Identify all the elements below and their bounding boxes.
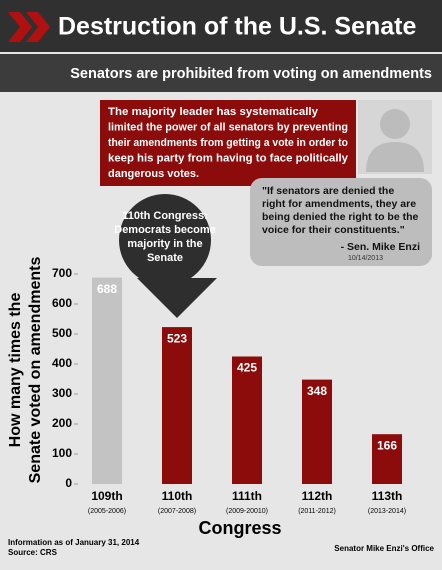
x-tick-label: 110th [162, 489, 193, 503]
y-tick-label: 300 [52, 386, 72, 400]
value-label: 425 [237, 361, 257, 375]
note: Information as of January 31, 2014 [8, 538, 140, 547]
text-box-line: The majority leader has systematically [108, 106, 319, 118]
text-box-lines: The majority leader has systematically li… [108, 106, 349, 180]
y-tick-label: 500 [52, 326, 72, 340]
bar [92, 277, 122, 484]
y-tick-label: 600 [52, 296, 72, 310]
quote-date: 10/14/2013 [348, 255, 383, 262]
bar [372, 434, 402, 484]
person-icon [358, 100, 432, 174]
text-box-line: limited the power of all senators by pre… [108, 121, 348, 133]
quote-line: being denied the right to be the [262, 211, 418, 223]
icon-body [366, 142, 424, 172]
x-tick-sublabel: (2007-2008) [158, 508, 196, 515]
y-axis-label: Senate voted on amendments [27, 257, 44, 484]
y-tick-label: 0 [65, 476, 72, 490]
callout-line: majority in the [127, 238, 202, 250]
header-band [0, 0, 442, 52]
title: Destruction of the U.S. Senate [58, 13, 416, 41]
value-label: 688 [97, 282, 117, 296]
x-axis-label: Congress [198, 518, 281, 538]
x-tick-sublabel: (2013-2014) [368, 508, 406, 515]
y-tick-label: 200 [52, 416, 72, 430]
x-tick-label: 109th [91, 489, 122, 503]
value-label: 166 [377, 438, 397, 452]
value-label: 523 [167, 331, 187, 345]
quote-box [250, 178, 432, 266]
y-tick-label: 400 [52, 356, 72, 370]
callout-arrow [137, 278, 217, 318]
y-tick-label: 100 [52, 446, 72, 460]
quote-line: voice for their constituents." [262, 224, 405, 236]
y-tick-label: 700 [52, 266, 72, 280]
callout-line: Democrats become [114, 224, 216, 236]
x-tick-label: 112th [302, 489, 333, 503]
callout-circle [119, 194, 211, 286]
quote-line: right for amendments, they are [262, 198, 416, 210]
x-tick-sublabel: (2011-2012) [298, 508, 336, 515]
text-box-line: their amendments from getting a vote in … [108, 137, 348, 149]
chevron [26, 12, 50, 42]
bar [162, 327, 192, 484]
text-box-line: dangerous votes. [108, 168, 199, 180]
quote-line: "If senators are denied the [262, 185, 394, 197]
quote-attribution: - Sen. Mike Enzi [341, 241, 420, 253]
callout-line: Senate [147, 252, 183, 264]
text-box-line: keep his party from having to face polit… [108, 152, 349, 164]
credit: Senator Mike Enzi's Office [334, 544, 434, 553]
icon-head [380, 109, 410, 139]
bar [302, 379, 332, 484]
value-label: 348 [307, 384, 327, 398]
x-tick-sublabel: (2005-2006) [88, 508, 126, 515]
bar [232, 356, 262, 484]
callout-lines: 110th Congress: Democrats become majority … [114, 210, 216, 264]
y-axis-label: How many times the [7, 293, 24, 448]
x-tick-label: 111th [232, 489, 262, 503]
note: Source: CRS [8, 548, 58, 557]
subtitle: Senators are prohibited from voting on a… [70, 66, 432, 82]
x-tick-label: 113th [372, 489, 403, 503]
chevron [8, 12, 32, 42]
x-tick-sublabel: (2009-20010) [226, 508, 268, 515]
subtitle-band [0, 54, 442, 92]
text-box [100, 100, 356, 186]
callout-line: 110th Congress: [122, 210, 208, 222]
